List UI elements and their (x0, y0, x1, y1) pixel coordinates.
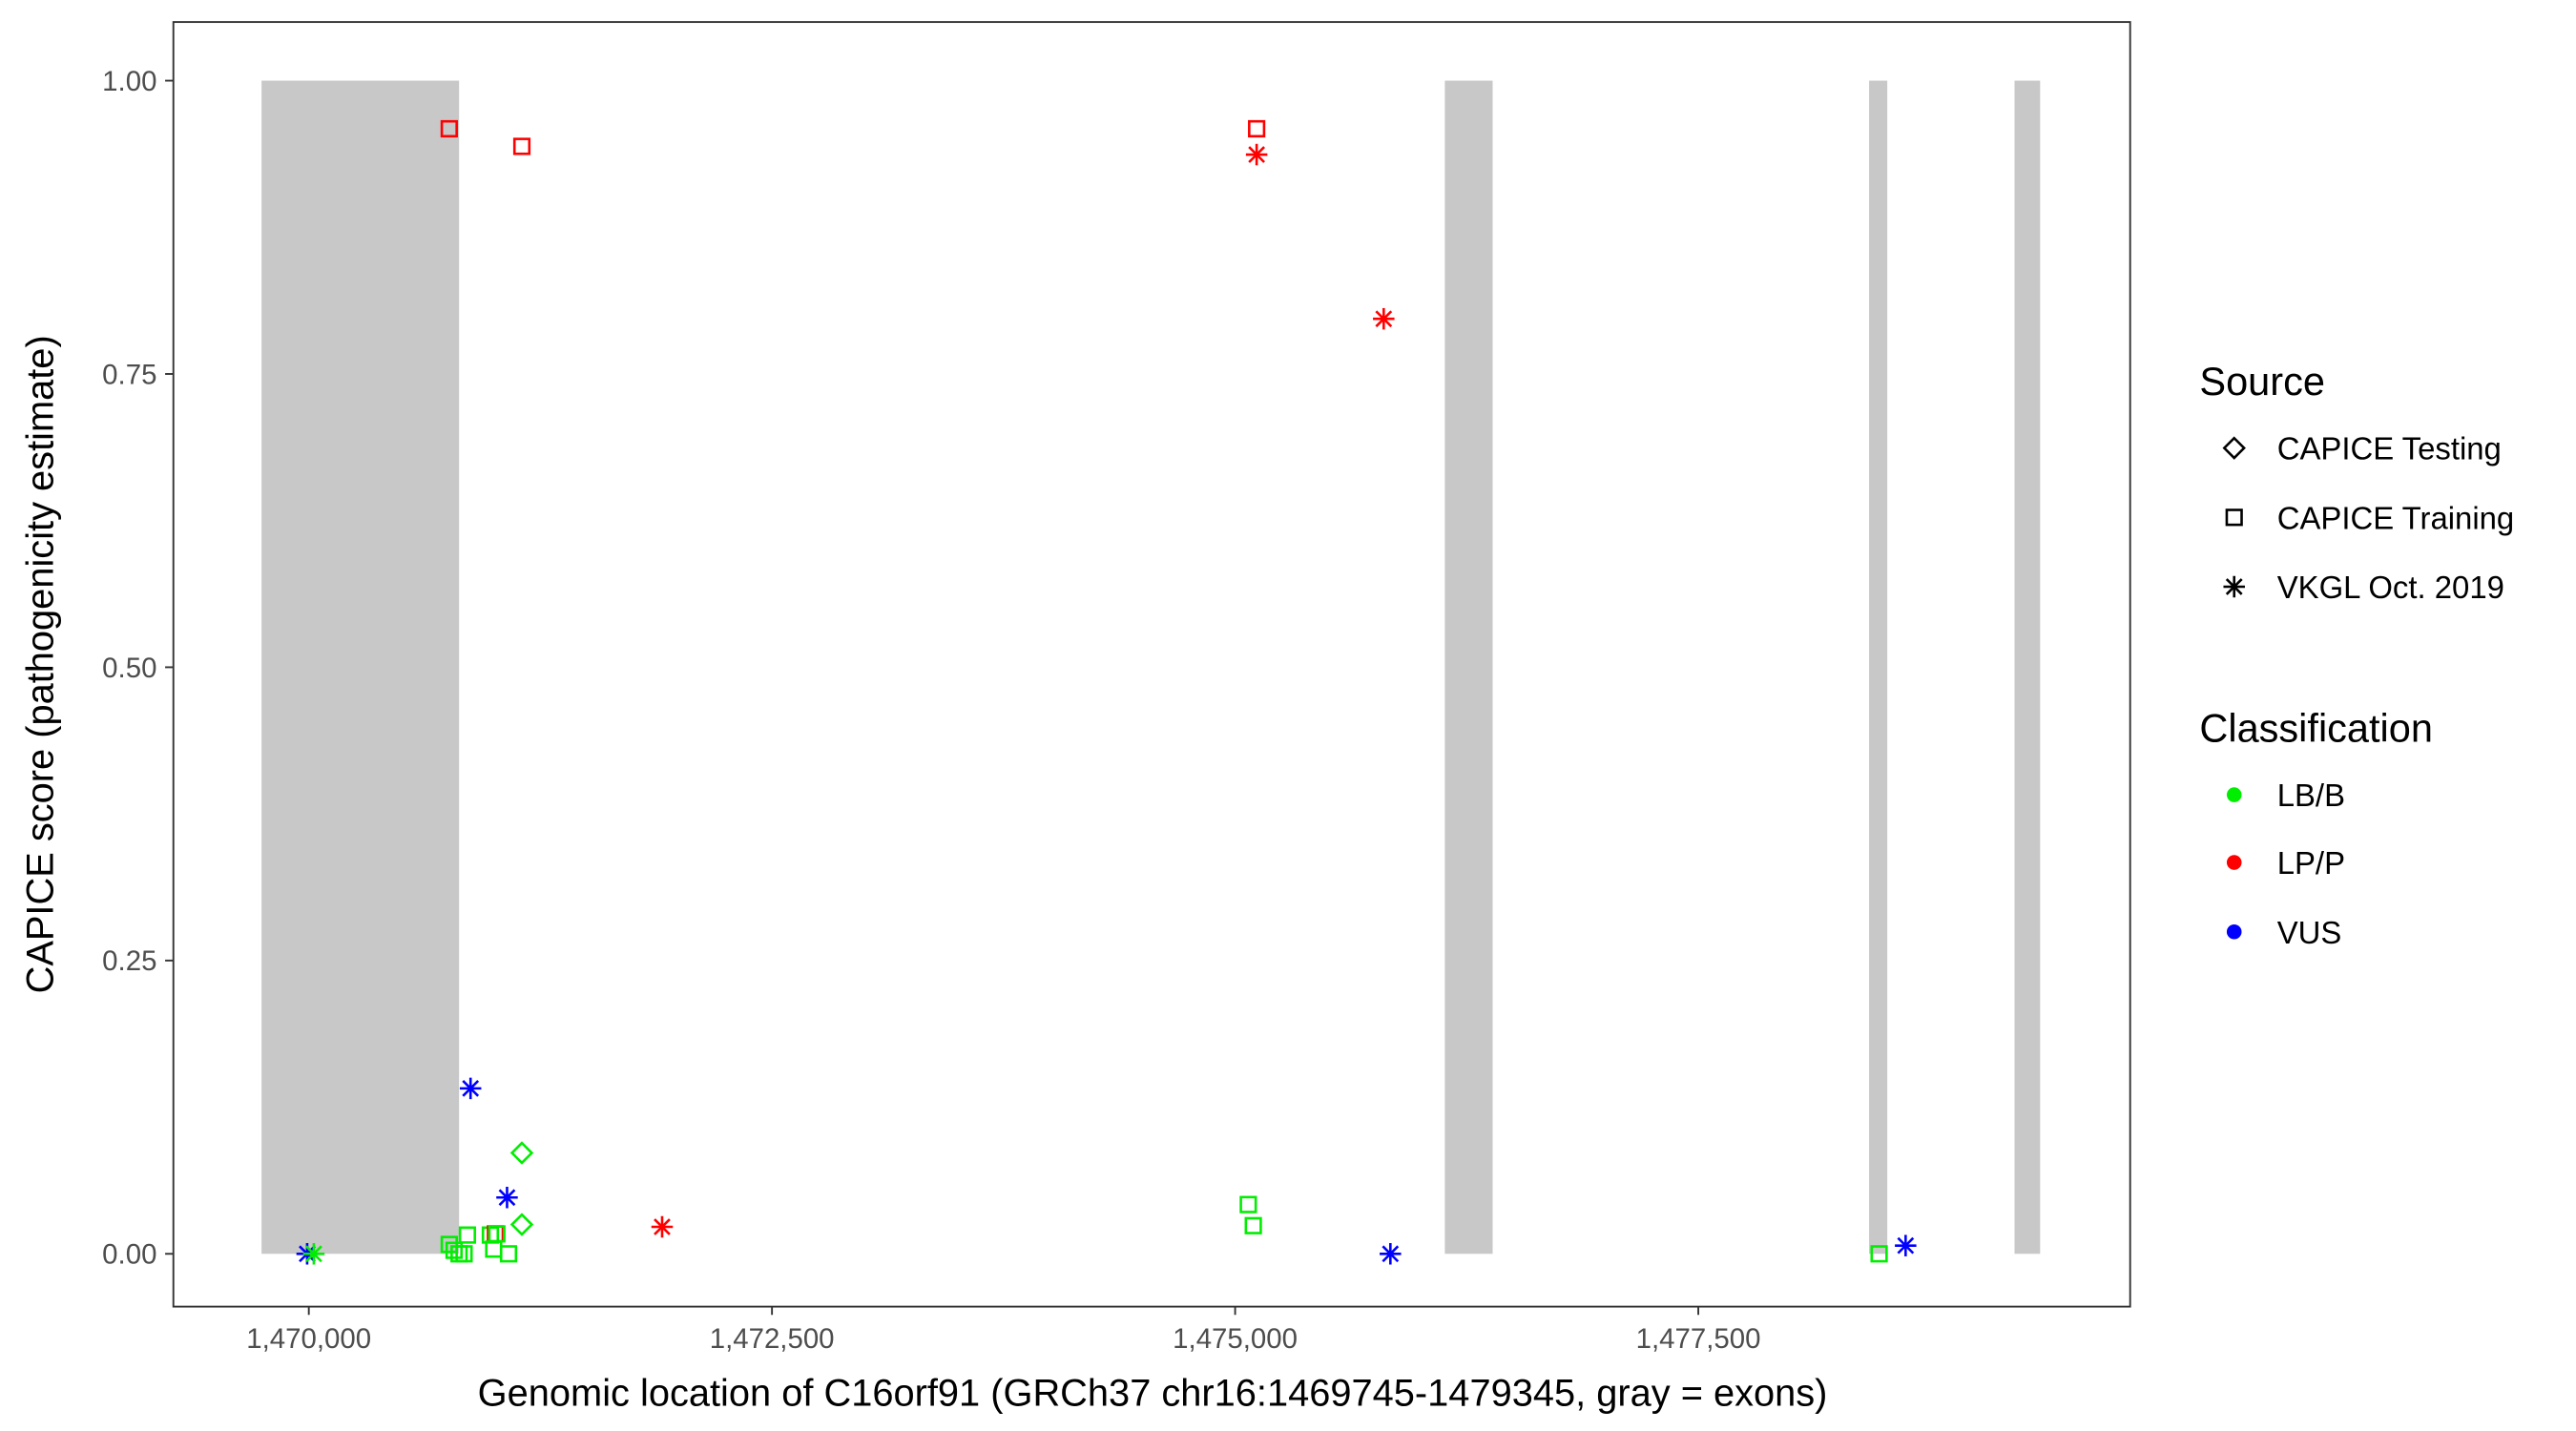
data-point (1895, 1234, 1917, 1256)
legend-dot-icon (2226, 923, 2242, 940)
legend-symbol-diamond-icon (2222, 436, 2246, 460)
y-tick-label: 0.50 (102, 653, 156, 684)
legend-label: CAPICE Testing (2277, 431, 2502, 467)
y-tick-label: 1.00 (102, 66, 156, 97)
data-point (1244, 1216, 1262, 1234)
data-point (499, 1245, 518, 1263)
legend-label: LP/P (2277, 845, 2345, 881)
data-point (455, 1245, 473, 1263)
legend-label: VUS (2277, 915, 2342, 950)
x-tick-label: 1,475,000 (1173, 1323, 1298, 1355)
x-axis-title: Genomic location of C16orf91 (GRCh37 chr… (478, 1372, 1828, 1414)
data-point (440, 119, 458, 138)
legend-title-classification: Classification (2199, 706, 2433, 751)
exon-regions (261, 80, 2041, 1255)
legend-label: CAPICE Training (2277, 500, 2515, 535)
y-axis: 0.00 0.25 0.50 0.75 1.00 (102, 66, 174, 1271)
data-point (651, 1215, 674, 1238)
data-point (509, 1213, 534, 1236)
legend-symbol-star-icon (2223, 575, 2245, 598)
data-point (1239, 1195, 1257, 1213)
legend-title-source: Source (2199, 359, 2325, 404)
exon-region (1444, 80, 1493, 1255)
data-point (440, 1235, 458, 1254)
exon-region (2014, 80, 2041, 1255)
y-tick-label: 0.00 (102, 1239, 156, 1271)
x-axis: 1,470,000 1,472,500 1,475,000 1,477,500 (246, 1306, 1761, 1355)
y-tick-label: 0.25 (102, 945, 156, 977)
x-tick-label: 1,472,500 (710, 1323, 835, 1355)
data-point (512, 137, 531, 156)
data-points (296, 119, 1917, 1265)
data-point (1248, 119, 1266, 138)
exon-region (261, 80, 460, 1255)
data-point (459, 1077, 482, 1100)
data-point (1373, 307, 1395, 330)
x-tick-label: 1,470,000 (246, 1323, 371, 1355)
plot-panel (173, 22, 2130, 1307)
y-axis-title: CAPICE score (pathogenicity estimate) (19, 335, 61, 993)
y-tick-label: 0.75 (102, 359, 156, 390)
x-tick-label: 1,477,500 (1636, 1323, 1761, 1355)
legend-dot-icon (2226, 855, 2242, 870)
panel-border (172, 21, 2131, 1308)
data-point (445, 1241, 464, 1259)
data-point (458, 1226, 476, 1244)
legend-label: VKGL Oct. 2019 (2277, 570, 2504, 605)
legend-dot-icon (2226, 787, 2242, 802)
legend: Source Classification CAPICE Testing CAPI… (2199, 359, 2514, 950)
data-point (1870, 1245, 1888, 1263)
legend-label: LB/B (2277, 778, 2345, 813)
data-point (496, 1187, 518, 1209)
exon-region (1869, 80, 1888, 1255)
data-point (1245, 143, 1268, 166)
data-point (1380, 1243, 1402, 1265)
data-point (509, 1141, 534, 1165)
legend-symbol-square-icon (2225, 508, 2243, 527)
data-point (302, 1243, 325, 1265)
